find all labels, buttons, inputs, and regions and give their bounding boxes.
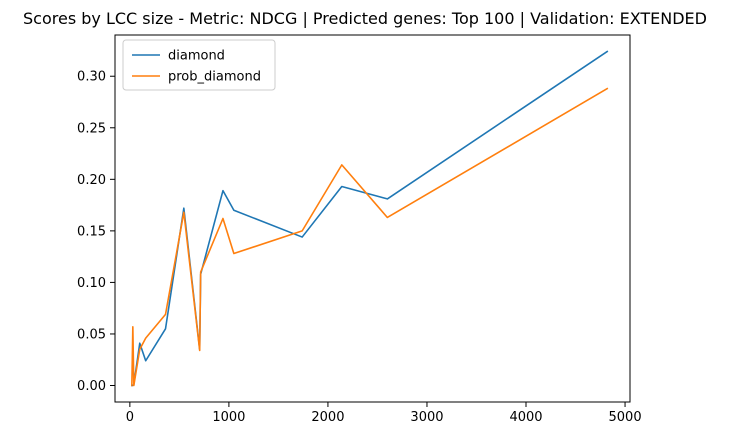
x-tick-label: 2000 <box>311 410 344 425</box>
x-tick-label: 5000 <box>609 410 642 425</box>
legend: diamond prob_diamond <box>122 39 276 91</box>
y-tick-label: 0.30 <box>77 70 106 85</box>
y-tick-label: 0.15 <box>77 224 106 239</box>
y-tick-label: 0.20 <box>77 173 106 188</box>
series-line-prob_diamond <box>131 87 609 387</box>
y-tick-label: 0.05 <box>77 327 106 342</box>
x-tick-label: 4000 <box>509 410 542 425</box>
chart-title: Scores by LCC size - Metric: NDCG | Pred… <box>23 9 707 28</box>
legend-label-prob_diamond: prob_diamond <box>168 70 261 85</box>
legend-label-diamond: diamond <box>168 49 225 64</box>
y-tick-label: 0.10 <box>77 276 106 291</box>
x-tick-label: 0 <box>126 410 134 425</box>
series-line-diamond <box>131 50 609 387</box>
x-tick-label: 1000 <box>212 410 245 425</box>
y-tick-label: 0.00 <box>77 379 106 394</box>
legend-box <box>122 39 276 91</box>
y-tick-label: 0.25 <box>77 121 106 136</box>
axes-frame <box>114 34 631 403</box>
plot-area <box>131 50 609 387</box>
axes: 0 1000 2000 3000 4000 5000 0.00 0.05 0.10 0.15 0.2… <box>77 34 642 425</box>
x-tick-label: 3000 <box>410 410 443 425</box>
